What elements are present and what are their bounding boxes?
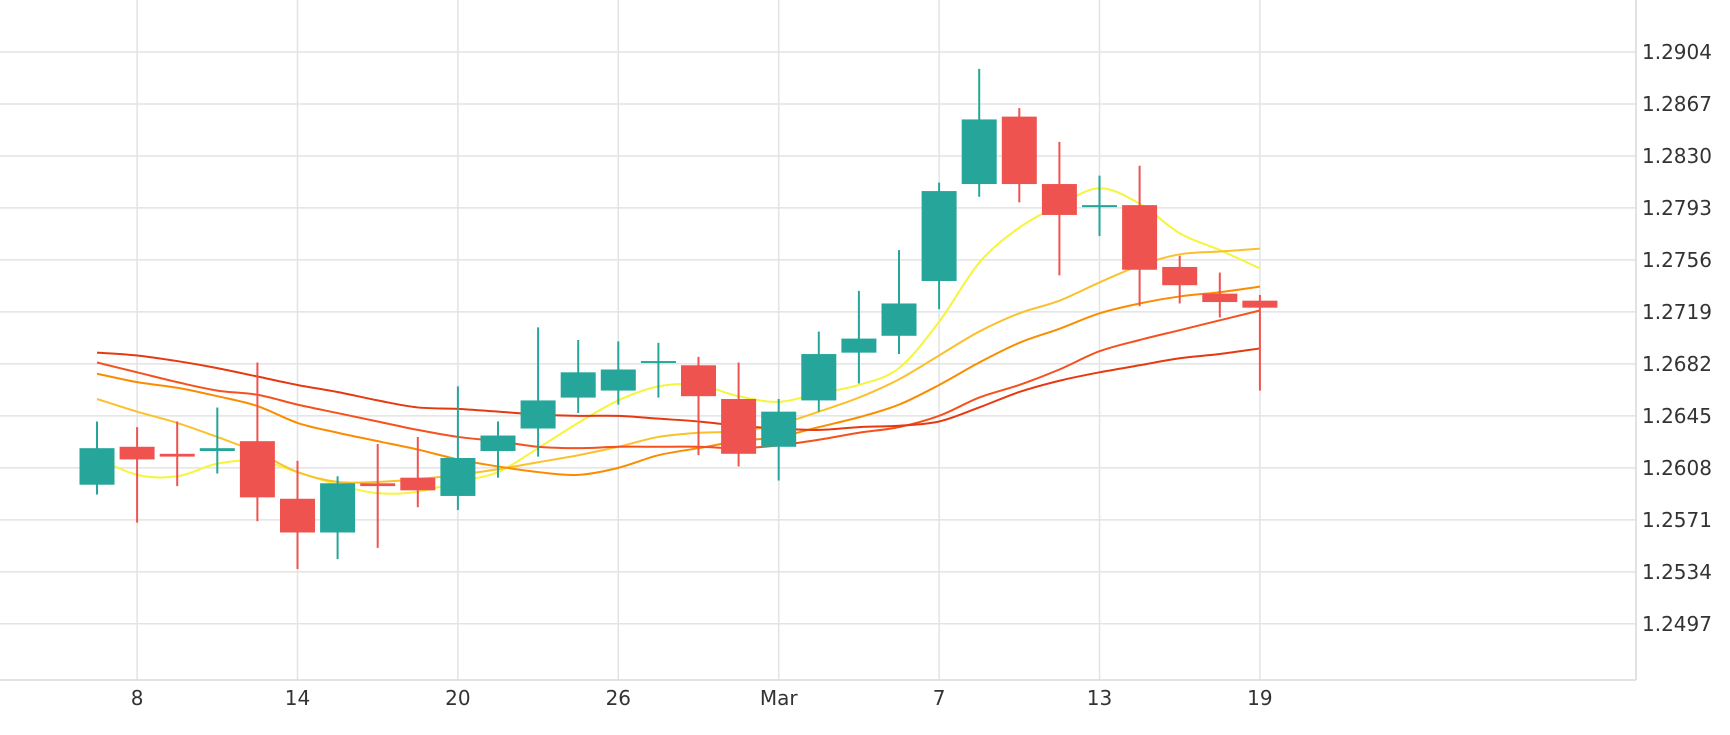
moving-average-line-3 xyxy=(96,285,1261,477)
candle-body xyxy=(1202,293,1238,303)
candle-body xyxy=(1041,184,1077,215)
candle-body xyxy=(600,369,636,391)
vertical-gridlines xyxy=(136,0,1261,680)
candle xyxy=(841,290,877,384)
horizontal-gridlines xyxy=(0,51,1636,625)
chart-axes xyxy=(0,0,1637,681)
candle xyxy=(440,386,476,510)
candle xyxy=(119,427,155,523)
candle-body xyxy=(400,477,436,491)
candle xyxy=(1242,295,1278,391)
candle-body xyxy=(1122,205,1158,270)
candle xyxy=(560,340,596,414)
x-tick-label: 13 xyxy=(1087,686,1112,710)
y-tick-label: 1.2719 xyxy=(1642,300,1712,324)
y-tick-label: 1.2571 xyxy=(1642,508,1712,532)
candle-body xyxy=(1242,300,1278,308)
x-tick-label: 7 xyxy=(933,686,946,710)
candle-body xyxy=(199,448,235,451)
candle-body xyxy=(640,361,676,364)
candle-body xyxy=(79,448,115,485)
candle xyxy=(881,250,917,355)
x-tick-label: Mar xyxy=(760,686,799,710)
candle-body xyxy=(841,338,877,353)
candle xyxy=(1041,141,1077,276)
y-tick-label: 1.2867 xyxy=(1642,92,1712,116)
candle-body xyxy=(1082,205,1117,208)
y-tick-label: 1.2497 xyxy=(1642,612,1712,636)
y-tick-label: 1.2608 xyxy=(1642,456,1712,480)
candle xyxy=(1001,108,1037,203)
candle-body xyxy=(560,372,596,398)
y-tick-label: 1.2904 xyxy=(1642,40,1712,64)
candle xyxy=(681,356,716,456)
candle-body xyxy=(721,399,757,454)
candle-body xyxy=(320,483,356,533)
candle-body xyxy=(520,400,556,429)
candle-body xyxy=(881,303,917,336)
candle xyxy=(1122,165,1158,307)
candle xyxy=(480,421,516,478)
x-tick-label: 19 xyxy=(1247,686,1272,710)
candle-body xyxy=(761,411,797,447)
candle xyxy=(801,331,837,412)
candle-body xyxy=(1162,266,1198,286)
candle xyxy=(761,399,797,481)
candle-body xyxy=(440,458,476,496)
candle-body xyxy=(961,119,997,185)
candles xyxy=(79,68,1278,570)
x-tick-label: 14 xyxy=(285,686,310,710)
candle xyxy=(600,341,636,405)
y-tick-label: 1.2793 xyxy=(1642,196,1712,220)
candle xyxy=(520,327,556,457)
x-tick-label: 26 xyxy=(606,686,631,710)
candle xyxy=(400,436,436,508)
moving-average-line-5 xyxy=(96,347,1261,431)
y-tick-label: 1.2682 xyxy=(1642,352,1712,376)
candle xyxy=(721,362,757,467)
y-tick-label: 1.2645 xyxy=(1642,404,1712,428)
x-axis-tick-labels: 8 14 20 26 Mar 7 13 19 xyxy=(131,686,1273,710)
candle xyxy=(961,68,997,197)
candle xyxy=(79,421,115,495)
candle-body xyxy=(480,435,516,451)
candle-body xyxy=(280,498,315,533)
y-tick-label: 1.2830 xyxy=(1642,144,1712,168)
y-axis-tick-labels: 1.2904 1.2867 1.2830 1.2793 1.2756 1.2719 1.26… xyxy=(1642,40,1712,636)
candle xyxy=(280,460,315,570)
candle-body xyxy=(119,446,155,460)
candle xyxy=(239,362,275,522)
candle xyxy=(1162,255,1198,304)
candle-body xyxy=(239,441,275,498)
candle-body xyxy=(921,191,957,281)
candle-body xyxy=(681,365,716,397)
x-tick-label: 20 xyxy=(445,686,470,710)
y-tick-label: 1.2534 xyxy=(1642,560,1712,584)
candle xyxy=(199,407,235,474)
candle xyxy=(640,342,676,398)
candle-body xyxy=(1001,116,1037,185)
candle xyxy=(921,182,957,310)
moving-average-line-4 xyxy=(96,309,1261,450)
candle xyxy=(159,421,195,487)
candle xyxy=(1202,272,1238,318)
candle xyxy=(1082,175,1117,237)
y-tick-label: 1.2756 xyxy=(1642,248,1712,272)
candle xyxy=(360,443,396,548)
x-tick-label: 8 xyxy=(131,686,144,710)
moving-average-line-2 xyxy=(96,247,1260,484)
candle-body xyxy=(360,483,396,487)
candle-body xyxy=(801,354,837,401)
candle xyxy=(320,476,356,560)
candle-body xyxy=(159,453,195,457)
